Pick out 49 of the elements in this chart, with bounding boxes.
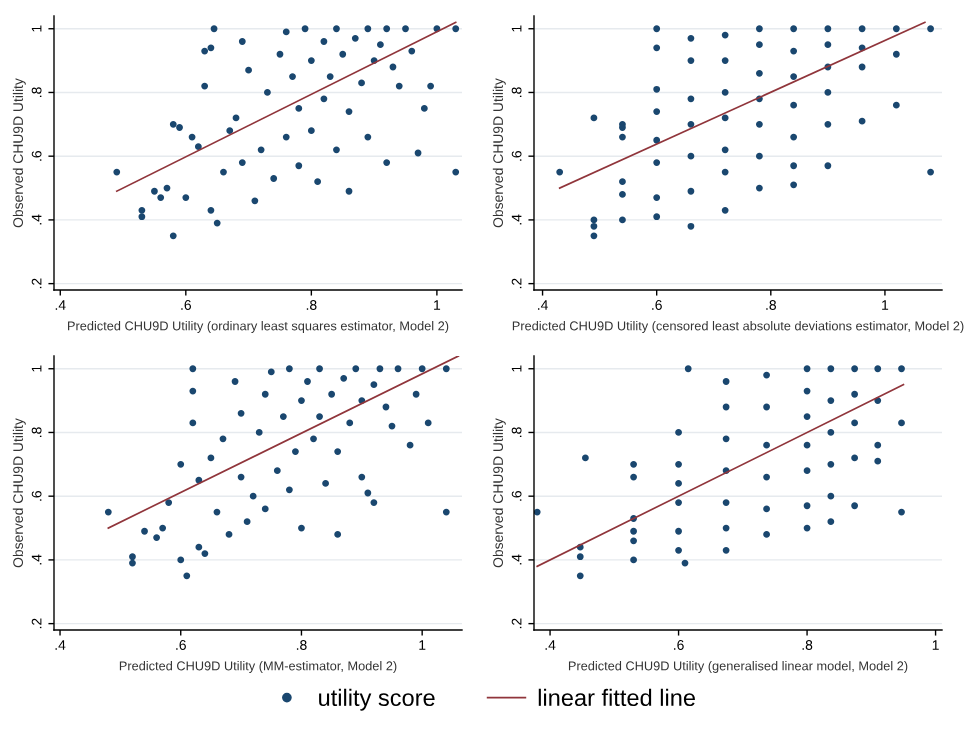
point	[630, 527, 637, 535]
point	[851, 365, 859, 373]
point	[675, 429, 682, 436]
point	[874, 457, 882, 465]
point	[576, 553, 584, 561]
point	[851, 419, 859, 427]
point	[827, 492, 835, 500]
point	[763, 371, 770, 379]
point	[722, 378, 730, 385]
legend-label: utility score	[319, 688, 435, 711]
point	[851, 502, 859, 510]
point	[898, 365, 905, 373]
point	[803, 413, 811, 420]
point	[763, 505, 770, 513]
point	[675, 480, 682, 487]
point	[675, 499, 682, 506]
point	[630, 460, 637, 468]
point	[827, 429, 835, 436]
point	[582, 454, 589, 462]
point	[851, 454, 859, 462]
point	[803, 467, 811, 475]
point	[576, 572, 584, 580]
point	[675, 460, 682, 468]
point	[630, 556, 637, 564]
point	[630, 537, 637, 545]
point	[722, 499, 730, 506]
point	[763, 531, 770, 538]
point	[803, 502, 811, 510]
point	[684, 365, 692, 373]
legend-label: linear fitted line	[538, 688, 695, 707]
point	[898, 508, 905, 516]
point	[803, 365, 811, 373]
point	[722, 546, 730, 554]
point	[722, 435, 730, 443]
point	[803, 441, 811, 449]
point	[827, 460, 835, 468]
point	[898, 419, 905, 427]
point	[763, 473, 770, 481]
point	[851, 390, 859, 398]
point	[827, 518, 835, 526]
point	[827, 397, 835, 405]
point	[827, 365, 835, 373]
point	[874, 441, 882, 449]
point	[874, 365, 882, 373]
point	[630, 473, 637, 481]
point	[675, 527, 682, 535]
point	[763, 441, 770, 449]
point	[763, 403, 770, 411]
point	[675, 546, 682, 554]
